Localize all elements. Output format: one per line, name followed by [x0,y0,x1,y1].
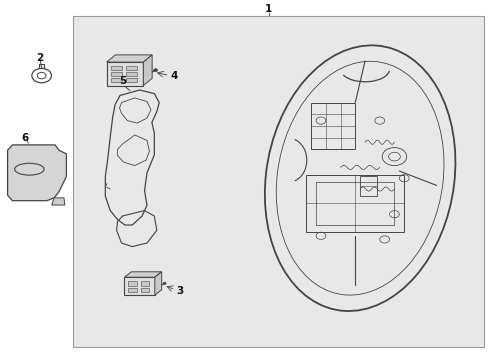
Circle shape [154,69,158,72]
Text: 5: 5 [119,76,126,86]
Bar [360,176,377,196]
Text: 3: 3 [177,286,184,296]
Text: 4: 4 [171,71,178,81]
Polygon shape [143,55,152,85]
Polygon shape [107,55,152,62]
Bar [112,78,122,82]
Bar [126,72,137,76]
Polygon shape [8,145,67,201]
Polygon shape [124,272,162,277]
Polygon shape [52,198,65,205]
Circle shape [163,282,166,284]
Polygon shape [155,272,162,295]
Bar [141,281,149,286]
Bar [73,16,484,347]
Bar [311,103,355,149]
Bar [112,72,122,76]
Bar [128,281,137,286]
Bar [306,175,404,232]
Polygon shape [124,277,155,295]
Bar [112,66,122,71]
Text: 2: 2 [37,53,44,63]
Polygon shape [107,62,143,85]
Bar [126,78,137,82]
Bar [126,66,137,71]
Bar [141,288,149,292]
Text: 6: 6 [21,132,28,143]
Bar [316,182,394,225]
Bar [128,288,137,292]
Text: 1: 1 [265,4,272,14]
